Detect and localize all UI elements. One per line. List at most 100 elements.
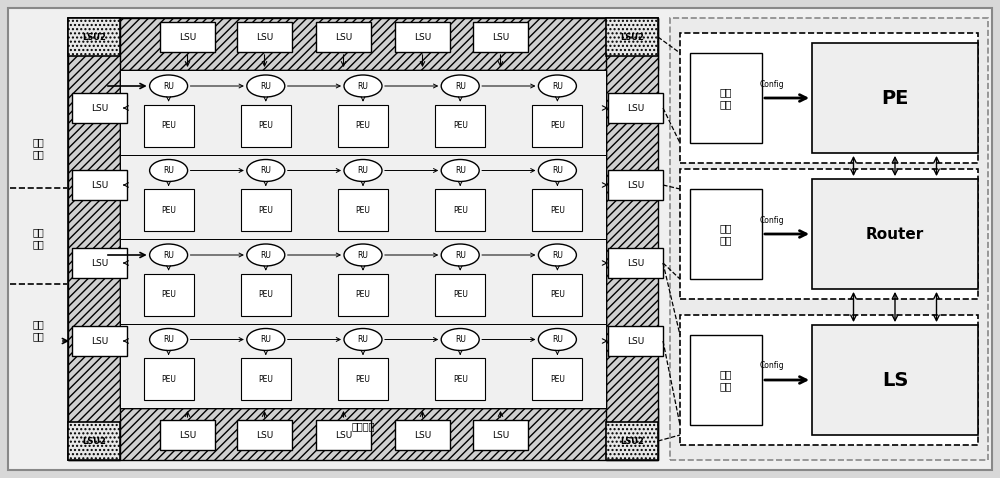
Bar	[532, 358, 582, 400]
Bar	[473, 22, 528, 52]
Bar	[532, 273, 582, 315]
Text: Config: Config	[760, 361, 784, 370]
Text: RU: RU	[552, 82, 563, 90]
Bar	[690, 189, 762, 279]
Text: LSU: LSU	[627, 181, 644, 189]
Bar	[680, 169, 978, 299]
Text: RU: RU	[358, 250, 368, 260]
Bar	[120, 70, 606, 408]
Ellipse shape	[538, 75, 576, 97]
Text: RU: RU	[260, 82, 271, 90]
Text: LSU: LSU	[492, 431, 509, 439]
Text: RU: RU	[260, 166, 271, 175]
Text: LSU: LSU	[335, 431, 352, 439]
Text: LSU: LSU	[335, 33, 352, 42]
Bar	[144, 273, 194, 315]
Ellipse shape	[344, 160, 382, 182]
Text: PEU: PEU	[258, 374, 273, 383]
Bar	[120, 154, 606, 239]
Bar	[435, 189, 485, 231]
Bar	[690, 335, 762, 425]
Bar	[338, 105, 388, 146]
Text: PEU: PEU	[161, 374, 176, 383]
Bar	[237, 22, 292, 52]
Bar	[160, 420, 215, 450]
Text: 互连网络: 互连网络	[351, 421, 375, 431]
Text: LSU: LSU	[256, 33, 273, 42]
Bar	[68, 408, 658, 460]
Text: RU: RU	[163, 166, 174, 175]
Text: Config: Config	[760, 79, 784, 88]
Bar	[435, 105, 485, 146]
Text: PEU: PEU	[453, 121, 468, 130]
Text: Config: Config	[760, 216, 784, 225]
Bar	[338, 273, 388, 315]
Text: RU: RU	[260, 335, 271, 344]
Text: LSU: LSU	[627, 259, 644, 268]
Ellipse shape	[247, 244, 285, 266]
Bar	[473, 420, 528, 450]
Text: PEU: PEU	[258, 121, 273, 130]
Text: LSU: LSU	[492, 33, 509, 42]
Ellipse shape	[247, 160, 285, 182]
Bar	[72, 93, 127, 123]
Bar	[160, 22, 215, 52]
Bar	[812, 179, 978, 289]
Bar	[144, 105, 194, 146]
Bar	[338, 358, 388, 400]
Bar	[608, 170, 663, 200]
Ellipse shape	[344, 75, 382, 97]
Bar	[532, 105, 582, 146]
Ellipse shape	[441, 160, 479, 182]
Text: PEU: PEU	[356, 374, 370, 383]
Text: RU: RU	[260, 250, 271, 260]
Text: 访存
阵列: 访存 阵列	[32, 319, 44, 341]
Text: PEU: PEU	[550, 206, 565, 215]
Text: 配置
单元: 配置 单元	[720, 369, 732, 391]
Bar	[241, 189, 291, 231]
Bar	[338, 189, 388, 231]
Ellipse shape	[247, 328, 285, 350]
Bar	[68, 18, 658, 460]
Text: 互连
网络: 互连 网络	[32, 227, 44, 249]
Ellipse shape	[538, 244, 576, 266]
Ellipse shape	[150, 328, 188, 350]
Text: PEU: PEU	[453, 374, 468, 383]
Text: RU: RU	[552, 166, 563, 175]
Bar	[241, 105, 291, 146]
Text: LSU2: LSU2	[620, 33, 644, 42]
Bar	[680, 33, 978, 163]
Text: PEU: PEU	[161, 206, 176, 215]
Text: PEU: PEU	[550, 374, 565, 383]
Text: LSU2: LSU2	[620, 436, 644, 445]
Bar	[608, 326, 663, 356]
Bar	[120, 324, 606, 408]
Text: PEU: PEU	[453, 206, 468, 215]
Bar	[68, 18, 120, 460]
Text: Router: Router	[866, 227, 924, 241]
Text: RU: RU	[552, 335, 563, 344]
Text: LSU: LSU	[414, 431, 431, 439]
Text: PEU: PEU	[356, 121, 370, 130]
Bar	[812, 43, 978, 153]
Bar	[68, 18, 658, 70]
Text: RU: RU	[163, 250, 174, 260]
Text: PEU: PEU	[161, 290, 176, 299]
Bar	[606, 18, 658, 460]
Text: RU: RU	[552, 250, 563, 260]
Text: LSU: LSU	[91, 337, 108, 346]
Ellipse shape	[150, 244, 188, 266]
Ellipse shape	[538, 328, 576, 350]
Bar	[72, 248, 127, 278]
Text: RU: RU	[163, 82, 174, 90]
Bar	[690, 53, 762, 143]
Bar	[68, 422, 120, 460]
Text: LSU: LSU	[627, 104, 644, 112]
Text: RU: RU	[358, 82, 368, 90]
Text: LSU2: LSU2	[82, 33, 106, 42]
Text: LSU: LSU	[414, 33, 431, 42]
Text: PEU: PEU	[453, 290, 468, 299]
Ellipse shape	[441, 328, 479, 350]
Bar	[144, 189, 194, 231]
Bar	[435, 273, 485, 315]
